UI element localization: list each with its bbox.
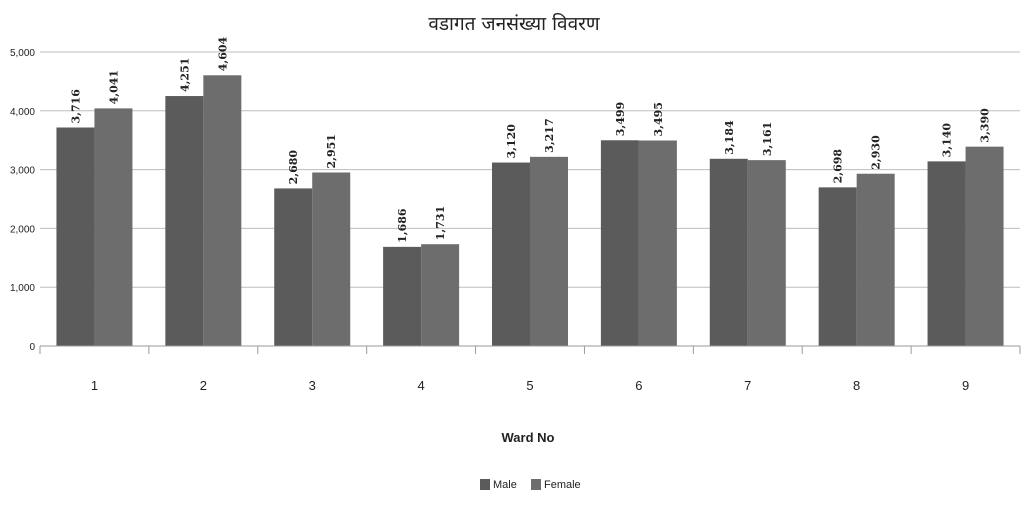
data-label-female: 4,604 — [216, 36, 229, 71]
bar-female — [421, 244, 460, 346]
x-tick-label: 6 — [635, 378, 642, 393]
data-label-male: 4,251 — [178, 58, 191, 92]
legend-swatch-female — [531, 479, 541, 490]
data-label-female: 2,951 — [325, 134, 338, 168]
bar-male — [274, 188, 313, 346]
data-label-male: 3,499 — [614, 102, 627, 136]
data-label-male: 2,698 — [832, 149, 845, 184]
data-label-female: 4,041 — [107, 70, 120, 104]
x-tick-label: 2 — [200, 378, 207, 393]
y-tick-label: 5,000 — [10, 48, 35, 59]
data-label-female: 3,217 — [543, 118, 556, 152]
bar-male — [383, 246, 422, 346]
bar-male — [818, 187, 857, 346]
y-tick-label: 2,000 — [10, 224, 35, 235]
bar-female — [638, 140, 677, 346]
bar-female — [747, 160, 786, 346]
data-labels: 3,716 4,041 4,251 4,604 2,680 2,951 1,686 1,731… — [69, 36, 991, 242]
x-tick-label: 4 — [417, 378, 424, 393]
x-tick-label: 3 — [309, 378, 316, 393]
data-label-male: 1,686 — [396, 208, 409, 243]
y-tick-label: 1,000 — [10, 283, 35, 294]
legend-swatch-male — [480, 479, 490, 490]
chart-title: वडागत जनसंख्या विवरण — [428, 12, 600, 35]
bar-male — [492, 162, 530, 346]
bar-male — [709, 158, 748, 346]
axes: 0 1,000 2,000 3,000 4,000 5,000 1 2 3 4 5 6 7 8 9 — [10, 48, 1021, 393]
data-label-male: 3,140 — [941, 123, 954, 158]
legend: Male Female — [480, 479, 581, 491]
y-tick-label: 3,000 — [10, 166, 35, 177]
bar-female — [203, 75, 242, 347]
x-tick-label: 5 — [526, 378, 533, 393]
y-tick-label: 0 — [29, 342, 35, 353]
y-tick-label: 4,000 — [10, 107, 35, 118]
bar-male — [927, 161, 966, 346]
data-label-female: 1,731 — [434, 206, 447, 240]
bar-female — [312, 172, 351, 346]
bar-male — [600, 140, 639, 346]
bar-female — [856, 173, 895, 346]
legend-label-male: Male — [493, 479, 517, 491]
bar-female — [965, 146, 1004, 346]
data-label-female: 3,161 — [761, 122, 774, 156]
bar-female — [530, 156, 568, 346]
bars — [56, 75, 1004, 347]
data-label-female: 2,930 — [870, 135, 883, 170]
bar-female — [94, 108, 133, 347]
bar-male — [165, 96, 204, 346]
x-tick-label: 1 — [91, 378, 98, 393]
x-axis-title: Ward No — [502, 430, 555, 445]
x-tick-label: 9 — [962, 378, 969, 393]
data-label-female: 3,390 — [979, 108, 992, 143]
data-label-female: 3,495 — [652, 102, 665, 136]
data-label-male: 2,680 — [287, 150, 300, 185]
data-label-male: 3,184 — [723, 120, 736, 155]
x-tick-label: 7 — [744, 378, 751, 393]
data-label-male: 3,120 — [505, 124, 518, 159]
data-label-male: 3,716 — [69, 89, 82, 124]
x-tick-label: 8 — [853, 378, 860, 393]
legend-label-female: Female — [544, 479, 581, 491]
bar-male — [56, 127, 95, 346]
